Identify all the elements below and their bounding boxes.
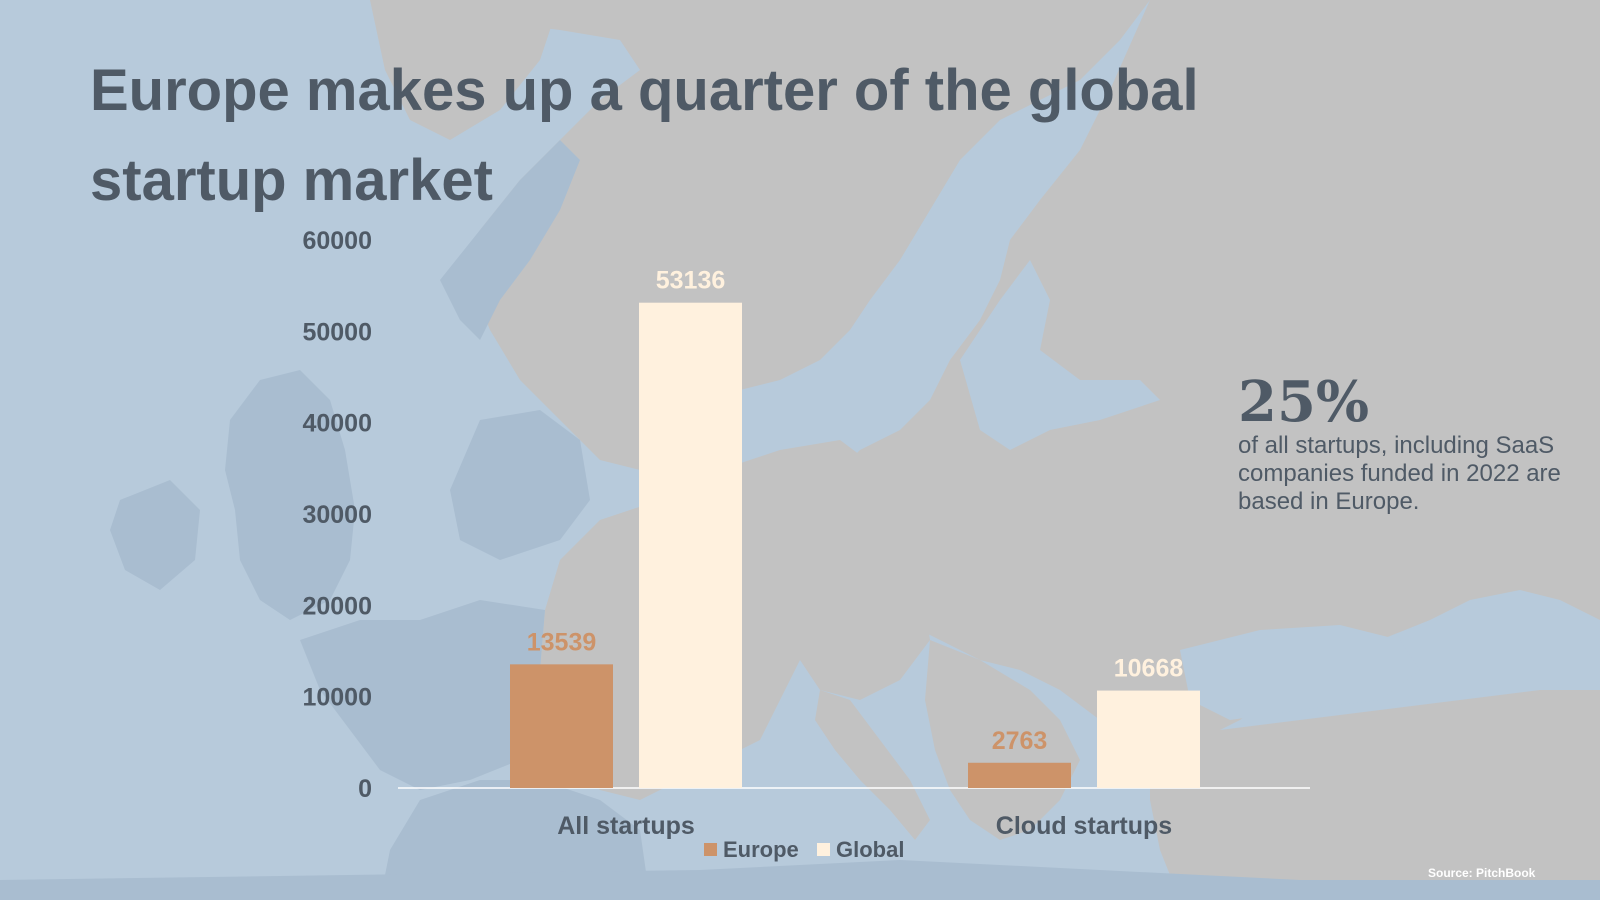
data-label-europe-0: 13539: [527, 628, 597, 656]
land-iceland: [600, 180, 690, 240]
land-france: [300, 600, 550, 790]
y-tick-label: 20000: [302, 592, 372, 620]
land-greenland: [370, 0, 560, 140]
legend-label-global: Global: [836, 837, 904, 862]
data-label-global-1: 10668: [1114, 655, 1184, 683]
land-scandinavia: [400, 0, 1150, 470]
x-category-label: Cloud startups: [996, 812, 1172, 840]
legend: Europe Global: [704, 837, 904, 862]
sea-black: [1180, 625, 1420, 720]
land-turkey: [1150, 690, 1600, 900]
callout-percentage: 25%: [1238, 369, 1370, 435]
callout: 25% of all startups, including SaaS comp…: [1238, 372, 1568, 516]
land-norway-coast: [440, 140, 580, 340]
legend-swatch-europe: [704, 843, 717, 856]
callout-text: of all startups, including SaaS companie…: [1238, 432, 1561, 515]
x-axis-labels: All startups Cloud startups: [557, 812, 1172, 840]
legend-swatch-global: [817, 843, 830, 856]
legend-label-europe: Europe: [723, 837, 799, 862]
y-tick-label: 10000: [302, 684, 372, 712]
y-axis: 0 10000 20000 30000 40000 50000 60000: [302, 227, 372, 803]
land-balkans: [925, 640, 1080, 840]
land-lowlands: [450, 410, 590, 560]
land-east-europe: [820, 0, 1600, 740]
y-tick-label: 60000: [302, 227, 372, 255]
source-note: Source: PitchBook: [1428, 866, 1536, 880]
land-ireland: [110, 480, 200, 590]
y-tick-label: 40000: [302, 410, 372, 438]
bar-global-1: [1097, 690, 1200, 788]
bar-europe-1: [968, 762, 1071, 788]
chart-title: Europe makes up a quarter of the global …: [90, 58, 1199, 213]
land-italy: [815, 690, 930, 840]
land-north-africa: [0, 860, 1600, 900]
data-label-global-0: 53136: [656, 267, 726, 295]
y-tick-label: 50000: [302, 318, 372, 346]
bars: 13539 53136 2763 10668: [510, 267, 1200, 788]
bar-global-0: [639, 302, 742, 788]
land-britain: [225, 370, 355, 620]
bar-europe-0: [510, 664, 613, 788]
land-iberia: [380, 780, 650, 900]
x-category-label: All startups: [557, 812, 695, 840]
y-tick-label: 30000: [302, 501, 372, 529]
sea-baltic: [960, 260, 1160, 450]
y-tick-label: 0: [358, 775, 372, 803]
data-label-europe-1: 2763: [992, 727, 1048, 755]
